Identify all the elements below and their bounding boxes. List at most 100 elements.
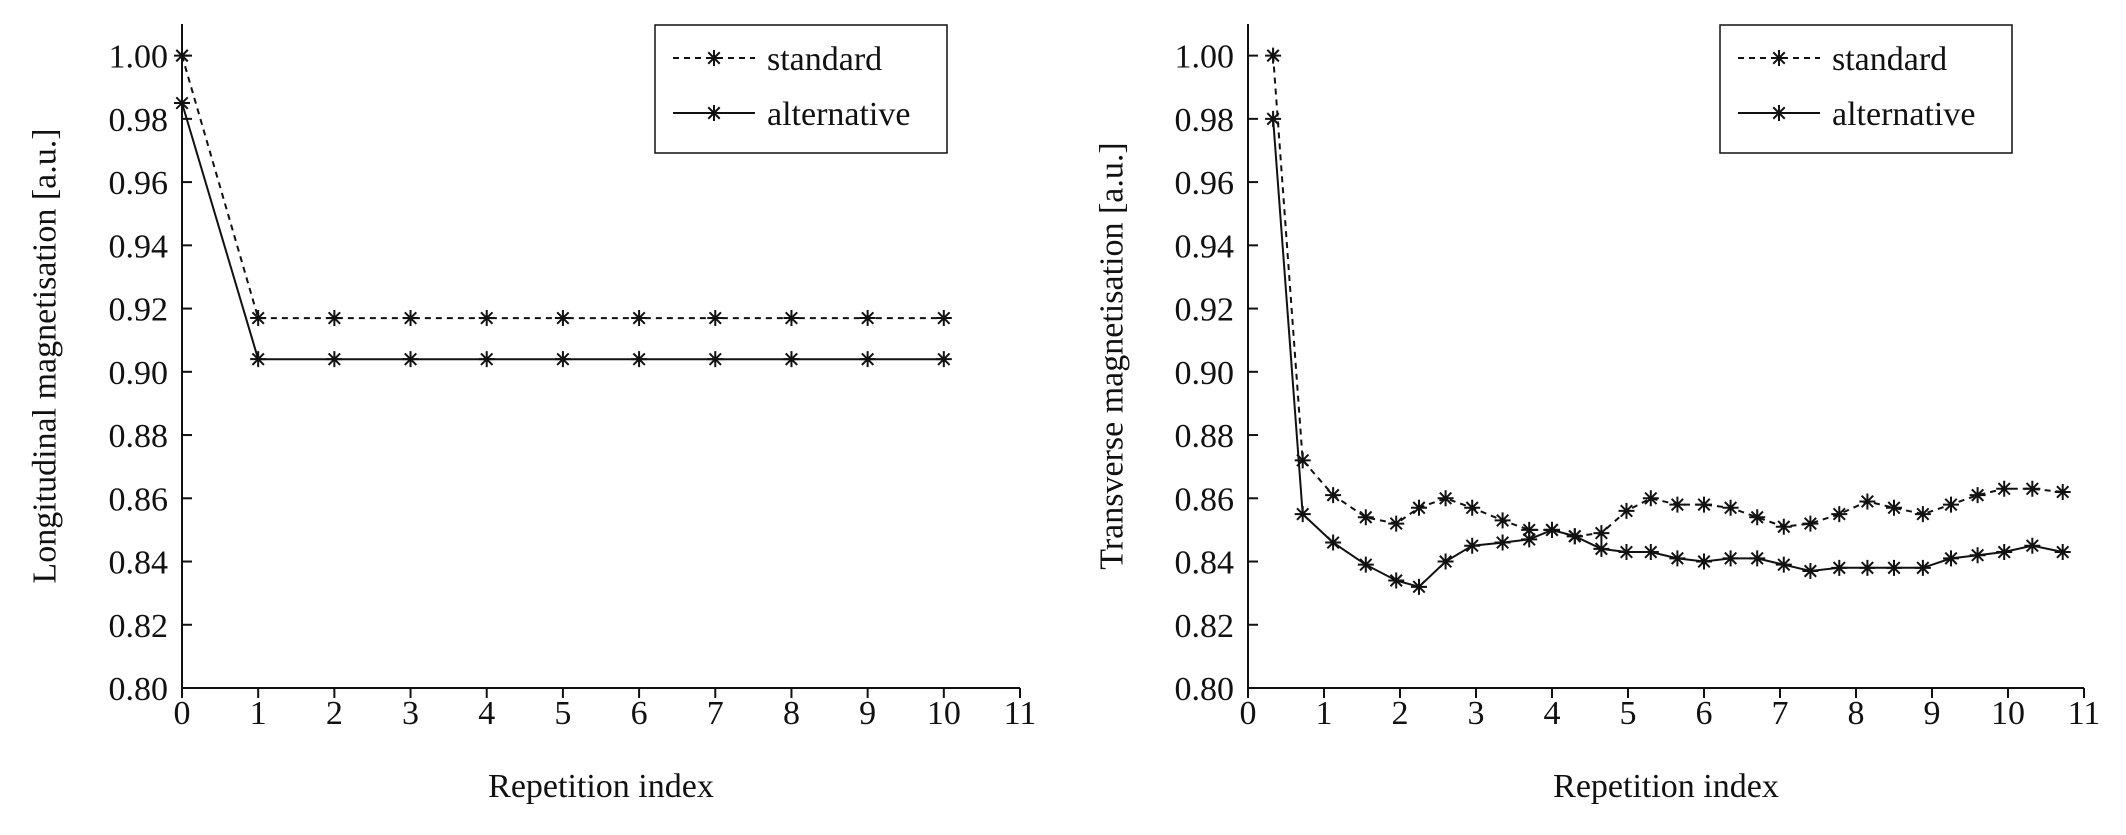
data-point-alternative: [1618, 544, 1635, 561]
legend-marker-alternative: [706, 105, 722, 121]
x-axis-title: Repetition index: [488, 768, 714, 805]
data-point-alternative: [1437, 553, 1454, 570]
data-point-alternative: [1749, 550, 1766, 567]
data-point-alternative: [1642, 544, 1659, 561]
data-point-standard: [935, 310, 952, 327]
data-point-alternative: [402, 351, 419, 368]
data-point-alternative: [1544, 521, 1560, 538]
data-point-alternative: [554, 351, 571, 368]
data-point-alternative: [1696, 553, 1712, 570]
data-point-standard: [1618, 502, 1635, 519]
data-point-standard: [1669, 496, 1686, 513]
data-point-alternative: [707, 351, 724, 368]
y-tick-label: 0.82: [1175, 608, 1235, 645]
data-point-standard: [1914, 506, 1931, 523]
y-axis-title: Longitudinal magnetisation [a.u.]: [27, 128, 64, 583]
data-point-alternative: [1722, 550, 1739, 567]
y-tick-label: 0.84: [1175, 545, 1235, 582]
x-tick-label: 9: [859, 695, 876, 732]
data-point-standard: [1943, 496, 1959, 513]
data-point-alternative: [859, 351, 876, 368]
data-point-standard: [402, 310, 419, 327]
y-tick-label: 0.90: [109, 355, 169, 392]
data-point-standard: [1996, 480, 2013, 497]
data-point-alternative: [478, 351, 495, 368]
data-point-standard: [250, 310, 267, 327]
x-tick-label: 0: [174, 695, 191, 732]
data-point-alternative: [1464, 537, 1481, 554]
x-tick-label: 6: [631, 695, 648, 732]
data-point-standard: [1593, 525, 1610, 542]
data-point-standard: [1464, 499, 1481, 516]
y-tick-label: 0.84: [109, 545, 169, 582]
data-point-alternative: [1411, 578, 1427, 595]
y-tick-label: 0.98: [1175, 102, 1235, 139]
y-tick-label: 0.88: [1175, 418, 1235, 455]
data-point-standard: [1357, 509, 1374, 526]
x-tick-label: 7: [1772, 695, 1789, 732]
data-point-alternative: [250, 351, 267, 368]
x-tick-label: 5: [554, 695, 571, 732]
data-point-standard: [326, 310, 343, 327]
x-tick-label: 1: [250, 695, 267, 732]
data-point-alternative: [1859, 559, 1876, 576]
data-point-alternative: [631, 351, 648, 368]
y-tick-label: 0.88: [109, 418, 169, 455]
y-tick-label: 1.00: [109, 39, 169, 76]
legend-label-alternative: alternative: [767, 96, 910, 133]
x-tick-label: 5: [1620, 695, 1637, 732]
x-tick-label: 11: [1004, 695, 1037, 732]
y-axis-title: Transverse magnetisation [a.u.]: [1094, 142, 1131, 569]
x-tick-label: 0: [1240, 695, 1257, 732]
data-point-standard: [2024, 480, 2041, 497]
y-tick-label: 0.94: [1175, 228, 1235, 265]
legend-label-standard: standard: [1832, 41, 1947, 78]
data-point-alternative: [326, 351, 343, 368]
x-tick-label: 10: [1991, 695, 2025, 732]
x-tick-label: 2: [1392, 695, 1409, 732]
legend-label-standard: standard: [767, 41, 882, 78]
x-tick-label: 8: [783, 695, 800, 732]
data-point-standard: [1722, 499, 1739, 516]
legend-marker-alternative: [1771, 105, 1787, 121]
x-tick-label: 4: [1544, 695, 1561, 732]
y-tick-label: 0.86: [109, 481, 169, 518]
data-point-alternative: [1294, 506, 1311, 523]
chart-longitudinal: 0 1 2 3 4 5 6 7 8 9 10 11 0.80 0.82 0.84 0.86 0.88 0.90 0.…: [27, 24, 1037, 805]
data-point-alternative: [2054, 544, 2071, 561]
x-axis-title: Repetition index: [1553, 768, 1779, 805]
y-tick-label: 0.80: [1175, 671, 1235, 708]
data-point-standard: [1521, 521, 1538, 538]
series-alternative: [174, 95, 952, 368]
data-point-alternative: [1886, 559, 1902, 576]
y-tick-label: 0.82: [109, 608, 169, 645]
data-point-standard: [1749, 509, 1766, 526]
series-standard: [174, 47, 952, 327]
x-tick-label: 3: [402, 695, 419, 732]
data-point-standard: [1802, 515, 1819, 532]
data-point-standard: [174, 47, 190, 64]
data-point-alternative: [1593, 540, 1610, 557]
legend-marker-standard: [1771, 50, 1787, 66]
data-point-alternative: [1914, 559, 1931, 576]
data-point-standard: [1265, 47, 1282, 64]
data-point-alternative: [1969, 547, 1986, 564]
legend-box: [1719, 24, 2013, 154]
y-tick-label: 0.90: [1175, 355, 1235, 392]
x-tick-label: 6: [1696, 695, 1713, 732]
legend: standard alternative: [654, 24, 948, 154]
y-tick-label: 0.92: [1175, 292, 1235, 329]
data-point-standard: [1325, 487, 1342, 504]
data-point-alternative: [935, 351, 952, 368]
x-tick-label: 9: [1924, 695, 1941, 732]
y-tick-label: 1.00: [1175, 39, 1235, 76]
x-tick-label: 1: [1316, 695, 1333, 732]
data-point-standard: [1411, 499, 1427, 516]
data-point-alternative: [1388, 572, 1405, 589]
data-point-standard: [554, 310, 571, 327]
data-point-alternative: [783, 351, 800, 368]
series-alternative: [1265, 110, 2071, 595]
data-point-standard: [1696, 496, 1712, 513]
data-point-standard: [783, 310, 800, 327]
